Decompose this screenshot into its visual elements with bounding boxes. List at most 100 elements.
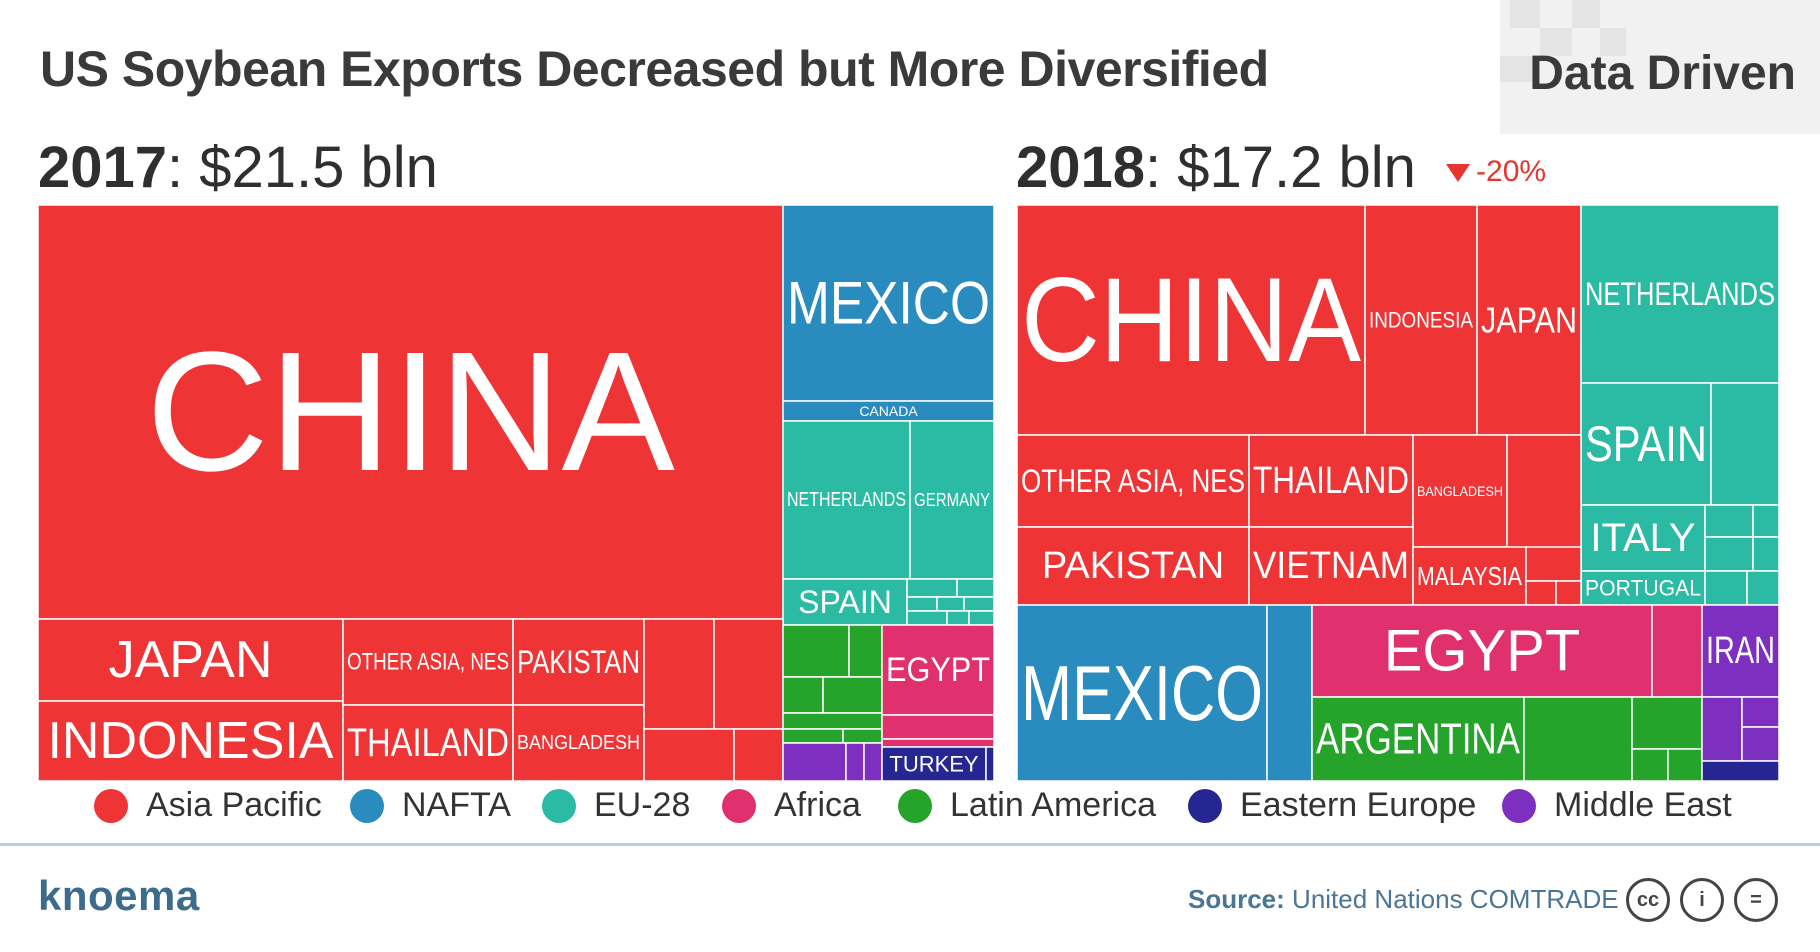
tile-turkey: TURKEY	[881, 746, 987, 781]
tile-rect	[963, 596, 994, 612]
tile-iran: IRAN	[1701, 604, 1779, 698]
tile-bangladesh: BANGLADESH	[512, 704, 645, 781]
tile-unlabeled	[906, 578, 958, 598]
legend-item-africa: Africa	[722, 786, 861, 825]
tile-unlabeled	[1266, 604, 1313, 781]
tile-label: TURKEY	[889, 752, 979, 777]
tile-rect	[1631, 748, 1669, 781]
tile-label: ITALY	[1590, 516, 1695, 560]
tile-rect-vietnam	[1248, 526, 1414, 606]
tile-rect-portugal	[1580, 570, 1706, 606]
tile-rect	[782, 712, 883, 730]
tile-rect	[906, 610, 948, 626]
tile-label: INDONESIA	[1369, 308, 1473, 333]
change-indicator: -20%	[1446, 155, 1546, 189]
attribution-icon: i	[1680, 878, 1724, 922]
tile-rect	[1746, 570, 1779, 606]
tile-mexico: MEXICO	[782, 205, 994, 402]
tile-unlabeled	[782, 742, 847, 781]
tile-unlabeled	[845, 742, 865, 781]
tile-unlabeled	[848, 624, 883, 678]
tile-rect-italy	[1580, 504, 1706, 572]
data-driven-badge: Data Driven	[1500, 0, 1820, 134]
tile-pakistan: PAKISTAN	[512, 618, 645, 706]
legend-dot	[1188, 788, 1222, 823]
tile-label: SPAIN	[1585, 416, 1707, 472]
year-2017: 2017	[38, 135, 168, 200]
tile-canada: CANADA	[782, 400, 994, 422]
tile-rect	[906, 578, 958, 598]
tile-rect	[713, 618, 784, 730]
tile-rect-other-asia-nes	[1017, 434, 1250, 528]
tile-unlabeled	[713, 618, 784, 730]
total-2018: : $17.2 bln	[1145, 135, 1416, 200]
tile-germany: GERMANY	[909, 420, 994, 580]
tile-label: ARGENTINA	[1316, 715, 1521, 764]
tile-unlabeled	[946, 610, 970, 626]
tile-rect	[936, 596, 965, 612]
legend-label: Eastern Europe	[1240, 786, 1477, 824]
tile-egypt: EGYPT	[1311, 604, 1653, 698]
tile-label: BANGLADESH	[517, 732, 640, 754]
tile-other-asia-nes: OTHER ASIA, NES	[342, 618, 514, 706]
tile-unlabeled	[906, 596, 938, 612]
tile-rect-mexico	[782, 205, 994, 402]
treemap-2018: CHINA INDONESIA JAPAN NETHERLANDS SPAIN ITALY…	[1017, 205, 1779, 781]
tile-unlabeled	[1631, 696, 1703, 750]
legend-item-latin-america: Latin America	[898, 786, 1156, 825]
tile-unlabeled	[1704, 536, 1754, 572]
legend-dot	[1502, 788, 1536, 823]
tile-rect	[643, 618, 715, 730]
year-2018: 2018	[1016, 135, 1146, 200]
tile-rect	[1555, 580, 1582, 606]
tile-unlabeled	[1752, 504, 1779, 538]
tile-rect-japan	[38, 618, 344, 702]
tile-bangladesh: BANGLADESH	[1412, 434, 1508, 548]
tile-unlabeled	[1701, 696, 1743, 762]
tile-label: OTHER ASIA, NES	[1021, 463, 1245, 499]
tile-rect-bangladesh	[1412, 434, 1508, 548]
tile-rect	[1525, 580, 1557, 606]
legend-item-nafta: NAFTA	[350, 786, 511, 825]
legend-dot	[350, 788, 384, 823]
tile-unlabeled	[1704, 504, 1754, 538]
chart-title: US Soybean Exports Decreased but More Di…	[40, 41, 1269, 97]
tile-indonesia: INDONESIA	[38, 700, 344, 781]
tile-label: CANADA	[859, 403, 918, 419]
tile-unlabeled	[936, 596, 965, 612]
tile-rect	[906, 596, 938, 612]
badge-text: Data Driven	[1529, 47, 1796, 100]
tile-rect	[881, 738, 994, 748]
tile-unlabeled	[1667, 748, 1703, 781]
tile-rect	[946, 610, 970, 626]
tile-rect-pakistan	[1017, 526, 1250, 606]
source-label: Source:	[1188, 884, 1285, 914]
treemap-2017: CHINA MEXICO CANADA NETHERLANDS GERMANY SPAIN…	[38, 205, 994, 781]
tile-rect	[881, 714, 994, 740]
tile-unlabeled	[1710, 382, 1779, 506]
change-value: -20%	[1476, 154, 1547, 188]
tile-label: NETHERLANDS	[787, 489, 906, 511]
tile-netherlands: NETHERLANDS	[1580, 205, 1779, 384]
legend-item-middle-east: Middle East	[1502, 786, 1732, 825]
tile-rect	[1704, 504, 1754, 538]
tile-rect	[1266, 604, 1313, 781]
tile-rect	[842, 728, 883, 744]
tile-italy: ITALY	[1580, 504, 1706, 572]
tile-rect-malaysia	[1412, 546, 1527, 606]
tile-china: CHINA	[1017, 205, 1366, 436]
tile-unlabeled	[985, 746, 994, 781]
legend-label: NAFTA	[402, 786, 511, 824]
tile-unlabeled	[1631, 748, 1669, 781]
tile-rect-china	[1017, 205, 1366, 436]
tile-unlabeled	[643, 728, 735, 781]
tile-label: INDONESIA	[47, 712, 333, 770]
tile-label: OTHER ASIA, NES	[347, 649, 509, 676]
tile-label: EGYPT	[886, 651, 990, 689]
tile-unlabeled	[782, 624, 850, 678]
tile-other-asia-nes: OTHER ASIA, NES	[1017, 434, 1250, 528]
down-triangle-icon	[1446, 163, 1471, 182]
tile-rect	[1704, 570, 1748, 606]
tile-rect	[985, 746, 994, 781]
legend-item-eu28: EU-28	[542, 786, 690, 825]
